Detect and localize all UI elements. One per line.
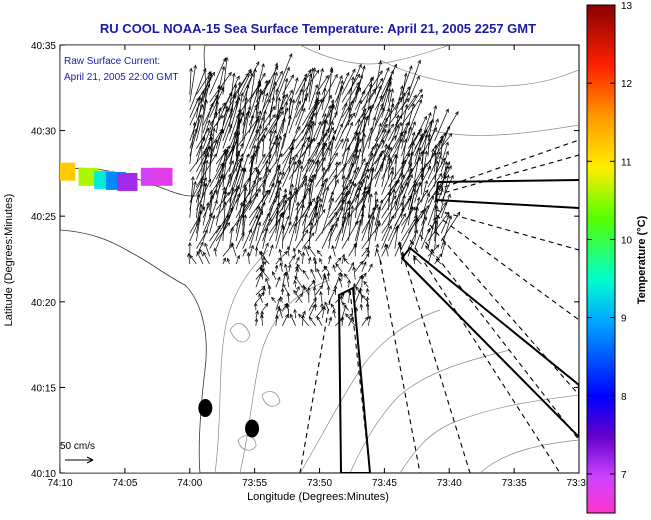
x-tick-label: 73:55 <box>242 478 267 489</box>
colorbar-tick-label: 11 <box>621 157 632 168</box>
chart-title: RU COOL NOAA-15 Sea Surface Temperature:… <box>100 21 536 36</box>
x-axis-label: Longitude (Degrees:Minutes) <box>247 491 389 503</box>
colorbar <box>587 5 615 513</box>
y-tick-label: 40:30 <box>31 127 56 138</box>
sample-dot <box>245 420 259 438</box>
sample-dot <box>198 399 212 417</box>
y-tick-label: 40:10 <box>31 469 56 480</box>
x-tick-label: 74:05 <box>112 478 137 489</box>
x-tick-label: 73:35 <box>502 478 527 489</box>
sst-patch <box>153 168 173 186</box>
subtitle-line-1: Raw Surface Current: <box>64 56 160 67</box>
y-tick-label: 40:35 <box>31 41 56 52</box>
colorbar-tick-label: 10 <box>621 235 633 246</box>
colorbar-tick-label: 12 <box>621 79 633 90</box>
x-tick-label: 73:40 <box>437 478 462 489</box>
y-axis-label: Latitude (Degrees:Minutes) <box>3 194 15 327</box>
colorbar-tick-label: 8 <box>621 392 627 403</box>
x-tick-label: 74:00 <box>177 478 202 489</box>
x-tick-label: 73:45 <box>372 478 397 489</box>
subtitle-line-2: April 21, 2005 22:00 GMT <box>64 72 179 83</box>
colorbar-label: Temperature (°C) <box>636 215 648 304</box>
scale-label: 50 cm/s <box>60 441 95 452</box>
y-tick-label: 40:25 <box>31 212 56 223</box>
sst-patch <box>55 163 75 181</box>
colorbar-tick-label: 13 <box>621 1 633 12</box>
current-vector <box>362 275 363 287</box>
colorbar-tick-label: 7 <box>621 470 627 481</box>
y-tick-label: 40:20 <box>31 298 56 309</box>
x-tick-label: 73:50 <box>307 478 332 489</box>
y-tick-label: 40:15 <box>31 383 56 394</box>
sst-patch <box>117 173 137 191</box>
colorbar-tick-label: 9 <box>621 314 627 325</box>
